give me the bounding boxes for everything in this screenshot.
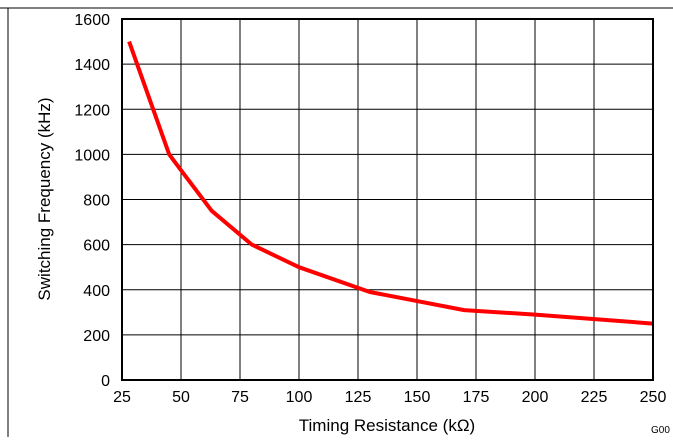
x-tick-label: 100 <box>286 389 313 406</box>
y-tick-label: 0 <box>101 373 110 390</box>
figure-id-label: G00 <box>651 425 670 436</box>
x-tick-label: 50 <box>172 389 190 406</box>
y-tick-label: 200 <box>83 328 110 345</box>
x-tick-label: 200 <box>522 389 549 406</box>
series-layer <box>127 40 654 326</box>
grid <box>122 19 653 380</box>
x-tick-label: 150 <box>404 389 431 406</box>
plot-area-border <box>121 18 654 381</box>
x-tick-label: 250 <box>640 389 667 406</box>
y-axis-label: Switching Frequency (kHz) <box>35 97 54 300</box>
series-line <box>127 40 654 326</box>
x-tick-labels: 25 50 75 100 125 150 175 200 225 250 <box>113 389 666 406</box>
x-tick-label: 125 <box>345 389 372 406</box>
y-tick-label: 1000 <box>74 147 110 164</box>
y-tick-label: 600 <box>83 238 110 255</box>
y-tick-label: 400 <box>83 283 110 300</box>
y-tick-labels: 0 200 400 600 800 1000 1200 1400 1600 <box>74 12 110 390</box>
y-tick-label: 1600 <box>74 12 110 29</box>
y-tick-label: 800 <box>83 193 110 210</box>
x-tick-label: 75 <box>231 389 249 406</box>
x-tick-label: 25 <box>113 389 131 406</box>
x-tick-label: 225 <box>581 389 608 406</box>
x-tick-label: 175 <box>463 389 490 406</box>
y-tick-label: 1200 <box>74 102 110 119</box>
x-axis-label: Timing Resistance (kΩ) <box>299 416 475 435</box>
y-tick-label: 1400 <box>74 57 110 74</box>
